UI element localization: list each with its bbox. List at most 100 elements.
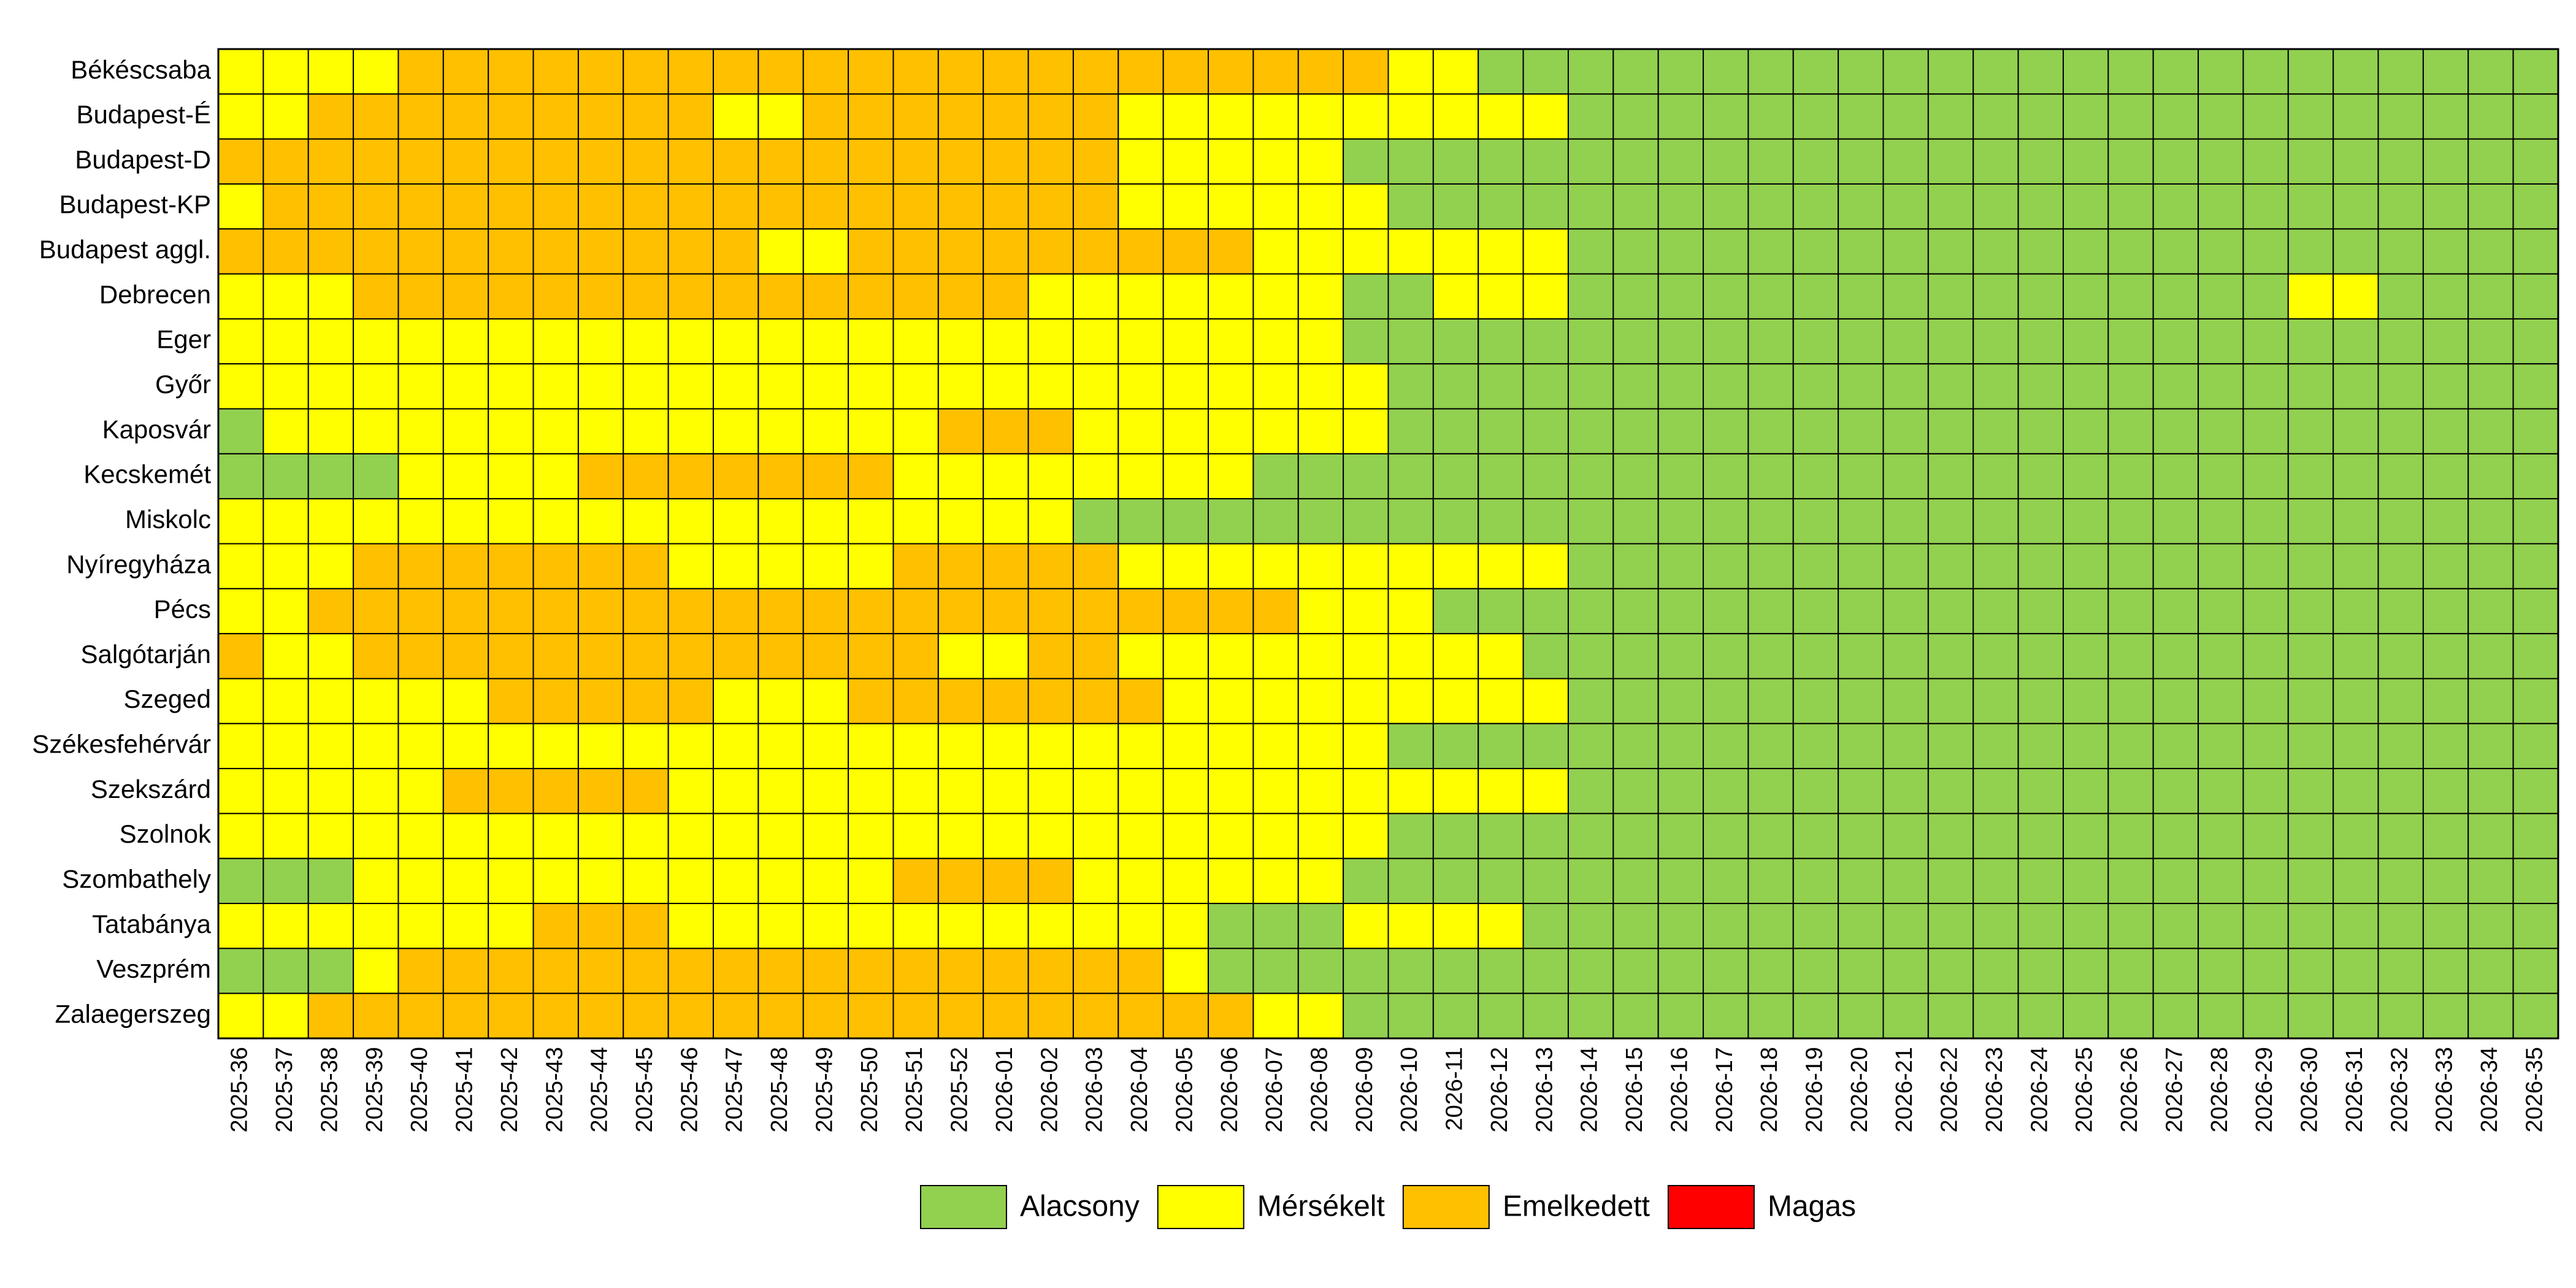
cell (1927, 48, 1974, 95)
cell (1703, 453, 1749, 500)
cell (802, 228, 849, 275)
cell (218, 273, 264, 320)
cell (1072, 903, 1119, 949)
cell (1747, 633, 1794, 680)
cell (1522, 678, 1569, 724)
cell (1612, 813, 1659, 859)
cell (2333, 48, 2379, 95)
cell (2467, 318, 2514, 365)
cell (263, 183, 309, 230)
cell (577, 992, 624, 1039)
cell (2287, 992, 2334, 1039)
row-label: Szekszárd (91, 775, 211, 803)
cell (2017, 363, 2064, 410)
cell (667, 93, 715, 140)
cell (1838, 408, 1884, 454)
cell (1882, 273, 1929, 320)
cell (1252, 948, 1299, 994)
cell (2107, 588, 2154, 635)
cell (802, 678, 849, 724)
cell (1972, 768, 2019, 815)
cell (1027, 498, 1074, 545)
cell (1792, 408, 1839, 454)
cell (532, 48, 579, 95)
cell (1478, 588, 1524, 635)
column-label: 2025-41 (452, 1047, 478, 1132)
cell (892, 183, 939, 230)
cell (937, 768, 984, 815)
cell (442, 498, 489, 545)
cell (757, 588, 804, 635)
cell (1297, 48, 1344, 95)
cell (1343, 992, 1389, 1039)
cell (1162, 93, 1209, 140)
cell (1567, 363, 1614, 410)
cell (623, 723, 669, 770)
cell (1297, 228, 1344, 275)
cell (1567, 813, 1614, 859)
cell (218, 813, 264, 859)
cell (1343, 498, 1389, 545)
cell (1567, 678, 1614, 724)
cell (397, 363, 444, 410)
cell (802, 588, 849, 635)
cell (2062, 453, 2109, 500)
cell (713, 273, 759, 320)
cell (757, 498, 804, 545)
cell (1522, 408, 1569, 454)
cell (2017, 453, 2064, 500)
cell (1072, 543, 1119, 589)
cell (1432, 588, 1479, 635)
cell (218, 93, 264, 140)
cell (488, 408, 534, 454)
cell (1882, 768, 1929, 815)
cell (1838, 857, 1884, 905)
cell (937, 948, 984, 994)
cell (983, 678, 1029, 724)
cell (1343, 93, 1389, 140)
cell (1478, 903, 1524, 949)
column-label: 2025-45 (632, 1047, 657, 1132)
cell (667, 633, 715, 680)
cell (1387, 543, 1434, 589)
cell (1657, 363, 1704, 410)
cell (1027, 408, 1074, 454)
cell (218, 453, 264, 500)
cell (2107, 633, 2154, 680)
cell (2017, 543, 2064, 589)
cell (1522, 93, 1569, 140)
cell (577, 903, 624, 949)
cell (892, 543, 939, 589)
cell (1792, 543, 1839, 589)
cell (1072, 992, 1119, 1039)
cell (1072, 408, 1119, 454)
cell (1117, 453, 1164, 500)
cell (2198, 543, 2244, 589)
cell (2062, 948, 2109, 994)
cell (1252, 543, 1299, 589)
cell (218, 498, 264, 545)
cell (1882, 992, 1929, 1039)
cell (1478, 992, 1524, 1039)
cell (848, 903, 894, 949)
cell (2198, 183, 2244, 230)
cell (1162, 318, 1209, 365)
cell (1657, 992, 1704, 1039)
cell (1838, 768, 1884, 815)
cell (2512, 498, 2559, 545)
row-label: Budapest-É (77, 100, 211, 129)
cell (1252, 723, 1299, 770)
column-label: 2025-47 (722, 1047, 748, 1132)
row-label: Tatabánya (92, 910, 211, 938)
cell (2467, 498, 2514, 545)
cell (1747, 48, 1794, 95)
cell (937, 138, 984, 185)
cell (307, 318, 355, 365)
cell (532, 273, 579, 320)
cell (757, 678, 804, 724)
cell (442, 273, 489, 320)
cell (1882, 93, 1929, 140)
cell (1882, 903, 1929, 949)
cell (1162, 857, 1209, 905)
cell (1117, 857, 1164, 905)
